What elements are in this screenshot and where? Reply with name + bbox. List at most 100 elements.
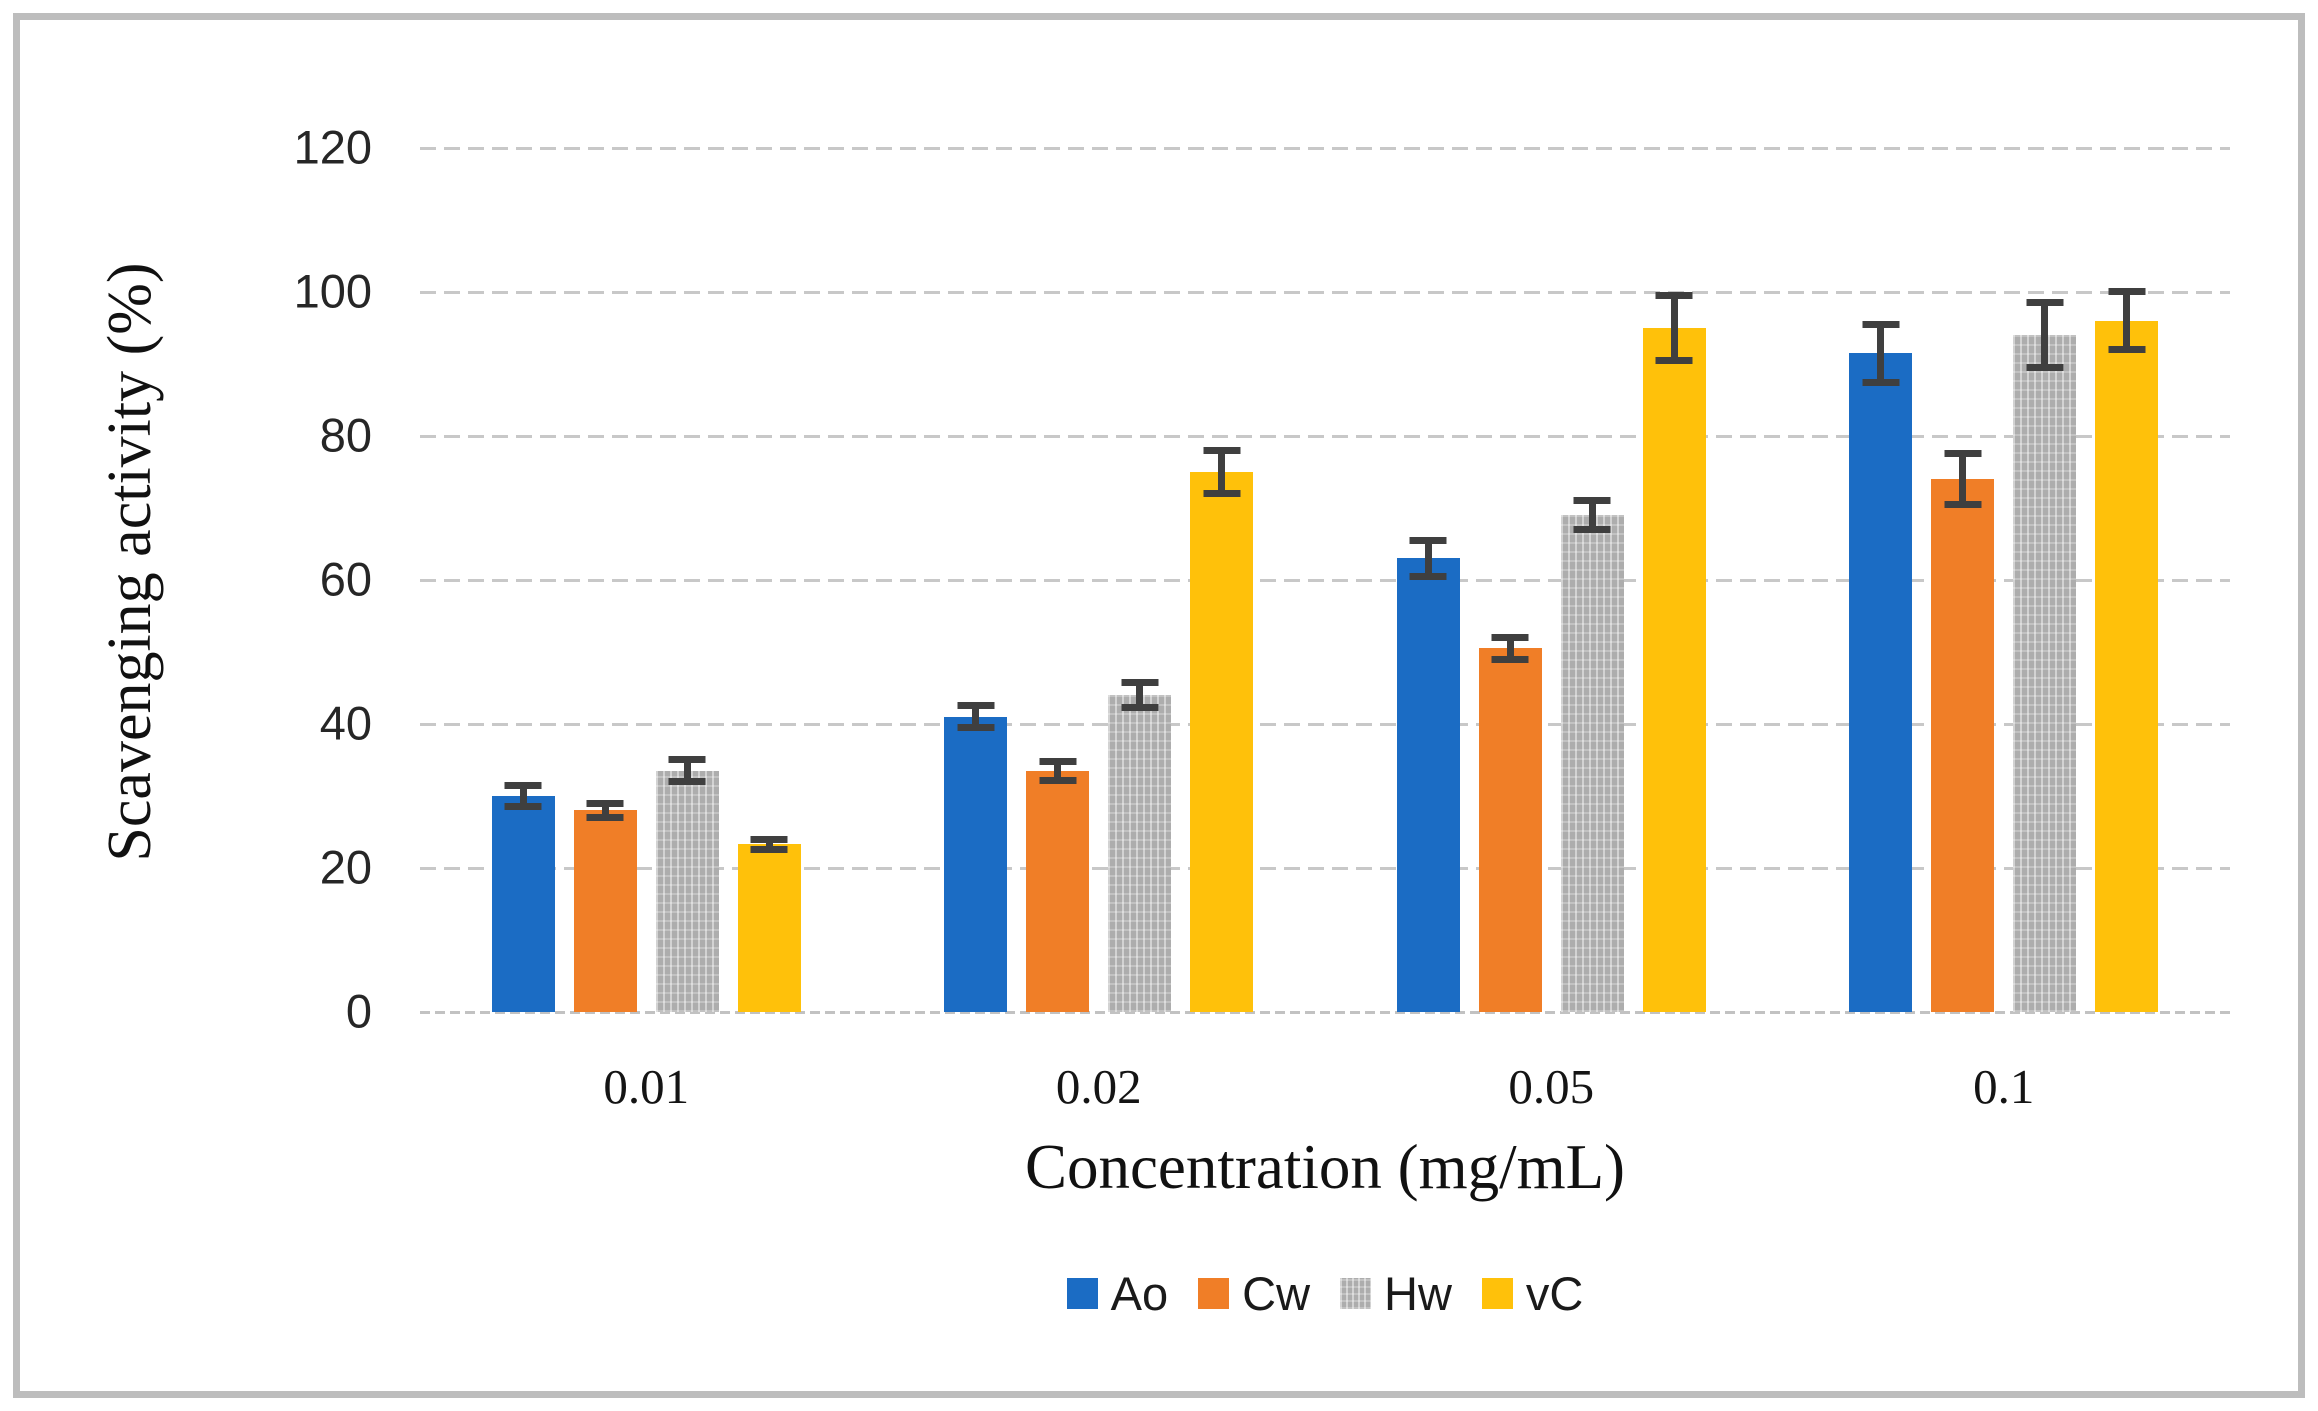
- legend-swatch-Cw: [1198, 1277, 1230, 1309]
- bar-Hw-0.05: [1560, 497, 1624, 1012]
- error-bar-vC-0.01: [750, 835, 788, 853]
- legend-label-Ao: Ao: [1110, 1266, 1169, 1320]
- bar-Cw-0.01: [573, 799, 637, 1012]
- error-bar-cap-top: [1121, 679, 1159, 687]
- bar-group-0.05: [1325, 100, 1778, 1012]
- error-bar-cap-bottom: [1944, 501, 1982, 508]
- error-bar-line: [1959, 450, 1967, 508]
- error-bar-Hw-0.01: [668, 756, 706, 786]
- error-bar-cap-bottom: [2026, 364, 2064, 372]
- y-tick-label-80: 80: [319, 408, 372, 462]
- y-tick-label-120: 120: [293, 120, 372, 174]
- gridline-y-100: [420, 290, 2230, 294]
- x-tick-label-0.02: 0.02: [1055, 1059, 1142, 1114]
- bar-vC-0.01: [737, 835, 801, 1012]
- legend-swatch-Ao: [1066, 1277, 1098, 1309]
- error-bar-cap-top: [504, 781, 542, 789]
- legend-item-Hw: Hw: [1340, 1270, 1452, 1317]
- error-bar-line: [1588, 497, 1596, 534]
- bar-vC-0.05: [1642, 292, 1706, 1012]
- bar-group-0.02: [873, 100, 1326, 1012]
- error-bar-cap-bottom: [2108, 346, 2146, 354]
- gridline-y-20: [420, 866, 2230, 870]
- error-bar-cap-top: [750, 835, 788, 843]
- legend-swatch-vC: [1481, 1277, 1513, 1309]
- error-bar-cap-top: [1491, 634, 1529, 642]
- bar-Ao-0.02: [944, 702, 1008, 1012]
- bar-vC-0.02: [1190, 446, 1254, 1012]
- error-bar-cap-top: [1573, 497, 1611, 505]
- legend-swatch-Hw: [1340, 1277, 1372, 1309]
- error-bar-cap-bottom: [1203, 490, 1241, 498]
- error-bar-Cw-0.02: [1039, 757, 1077, 784]
- error-bar-Ao-0.02: [957, 702, 995, 732]
- x-axis-title: Concentration (mg/mL): [1024, 1132, 1626, 1202]
- bar-group-0.01: [420, 100, 873, 1012]
- error-bar-Cw-0.05: [1491, 634, 1529, 663]
- error-bar-Hw-0.1: [2026, 299, 2064, 372]
- error-bar-line: [601, 799, 609, 822]
- x-axis-baseline: [420, 1010, 2230, 1014]
- error-bar-line: [1877, 320, 1885, 386]
- error-bar-cap-top: [1203, 446, 1241, 454]
- x-tick-label-0.01: 0.01: [603, 1059, 690, 1114]
- plot-area: [420, 100, 2231, 1014]
- bar-Cw-0.1: [1931, 450, 1995, 1012]
- error-bar-line: [1424, 536, 1432, 580]
- error-bar-cap-top: [2108, 288, 2146, 296]
- bar-Ao-0.1: [1849, 320, 1913, 1012]
- error-bar-line: [1054, 757, 1062, 784]
- y-tick-label-20: 20: [319, 840, 372, 894]
- error-bar-cap-top: [1039, 757, 1077, 765]
- error-bar-cap-top: [1655, 292, 1693, 299]
- gridline-y-80: [420, 434, 2230, 438]
- error-bar-cap-bottom: [957, 724, 995, 732]
- error-bar-line: [1136, 679, 1144, 712]
- error-bar-Ao-0.1: [1862, 320, 1900, 386]
- x-tick-label-0.1: 0.1: [1973, 1059, 2035, 1114]
- legend-label-Hw: Hw: [1384, 1266, 1452, 1320]
- legend-item-Ao: Ao: [1066, 1266, 1169, 1320]
- error-bar-cap-bottom: [1121, 704, 1159, 712]
- error-bar-vC-0.02: [1203, 446, 1241, 498]
- error-bar-line: [972, 702, 980, 732]
- x-tick-label-0.05: 0.05: [1508, 1059, 1595, 1114]
- error-bar-cap-bottom: [668, 778, 706, 786]
- bar-Cw-0.02: [1026, 757, 1090, 1012]
- error-bar-cap-top: [586, 799, 624, 807]
- error-bar-Cw-0.01: [586, 799, 624, 822]
- error-bar-line: [683, 756, 691, 786]
- error-bar-cap-bottom: [504, 803, 542, 811]
- bar-vC-0.1: [2095, 288, 2159, 1012]
- error-bar-cap-bottom: [1573, 526, 1611, 534]
- error-bar-line: [2123, 288, 2131, 354]
- y-tick-label-40: 40: [319, 696, 372, 750]
- error-bar-line: [765, 835, 773, 853]
- error-bar-Hw-0.05: [1573, 497, 1611, 534]
- error-bar-cap-top: [957, 702, 995, 710]
- legend: Ao Cw Hw vC: [420, 1262, 2230, 1324]
- bar-group-0.1: [1778, 100, 2231, 1012]
- error-bar-cap-bottom: [1491, 655, 1529, 663]
- gridline-y-120: [420, 146, 2230, 150]
- bar-Hw-0.02: [1108, 679, 1172, 1012]
- error-bar-vC-0.1: [2108, 288, 2146, 354]
- error-bar-line: [1670, 292, 1678, 364]
- error-bar-cap-bottom: [1862, 378, 1900, 386]
- y-tick-label-60: 60: [319, 552, 372, 606]
- bar-Ao-0.01: [491, 781, 555, 1012]
- error-bar-cap-top: [1944, 450, 1982, 458]
- legend-item-Cw: Cw: [1198, 1270, 1310, 1317]
- y-tick-label-100: 100: [293, 264, 372, 318]
- error-bar-vC-0.05: [1655, 292, 1693, 364]
- error-bar-cap-top: [668, 756, 706, 764]
- legend-label-vC: vC: [1525, 1266, 1584, 1320]
- error-bar-cap-bottom: [1409, 573, 1447, 580]
- error-bar-Hw-0.02: [1121, 679, 1159, 712]
- error-bar-Ao-0.05: [1409, 536, 1447, 580]
- error-bar-cap-top: [2026, 299, 2064, 307]
- gridline-y-40: [420, 722, 2230, 726]
- legend-label-Cw: Cw: [1242, 1266, 1311, 1320]
- bar-Cw-0.05: [1478, 634, 1542, 1012]
